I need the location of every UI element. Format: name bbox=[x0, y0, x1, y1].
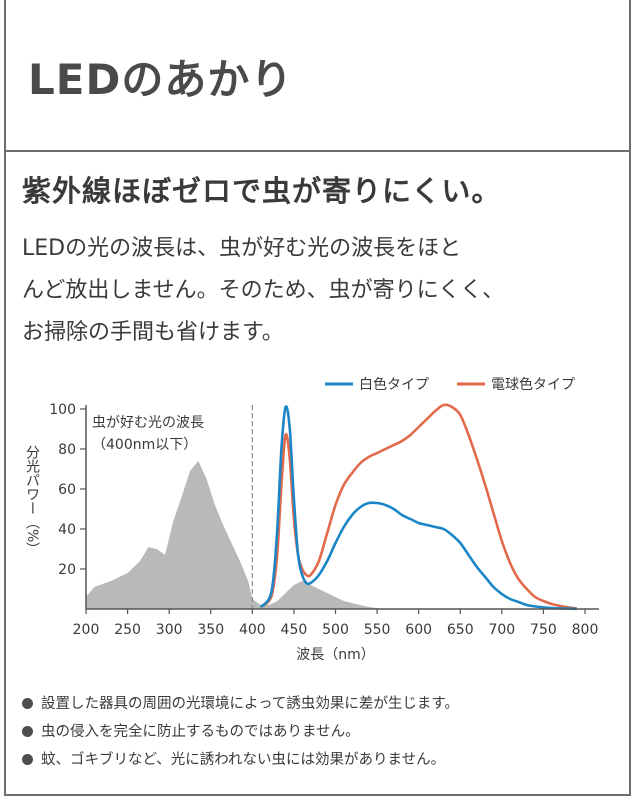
x-tick-label: 250 bbox=[114, 622, 141, 638]
description-line: LEDの光の波長は、虫が好む光の波長をほと bbox=[22, 236, 462, 261]
description: LEDの光の波長は、虫が好む光の波長をほと んど放出しません。そのため、虫が寄り… bbox=[22, 228, 622, 354]
y-axis-label: 分光パワー（%） bbox=[24, 445, 40, 556]
legend-label: 電球色タイプ bbox=[491, 376, 575, 393]
x-tick-label: 450 bbox=[281, 622, 308, 638]
headline: 紫外線ほぼゼロで虫が寄りにくい。 bbox=[22, 174, 502, 208]
x-tick-label: 750 bbox=[530, 622, 557, 638]
y-tick-label: 60 bbox=[58, 482, 76, 498]
y-tick-label: 20 bbox=[58, 562, 76, 578]
note-text: 虫の侵入を完全に防止するものではありません。 bbox=[41, 724, 360, 740]
x-tick-label: 500 bbox=[322, 622, 349, 638]
x-tick-label: 550 bbox=[364, 622, 391, 638]
series-line-white bbox=[259, 405, 577, 611]
y-tick-label: 40 bbox=[58, 522, 76, 538]
note-text: 蚊、ゴキブリなど、光に誘われない虫には効果がありません。 bbox=[41, 752, 446, 768]
notes-list: 設置した器具の周囲の光環境によって誘虫効果に差が生じます。 虫の侵入を完全に防止… bbox=[22, 690, 622, 774]
annotation-text: （400nm以下） bbox=[92, 437, 197, 453]
bullet-icon bbox=[22, 726, 33, 737]
description-line: んど放出しません。そのため、虫が寄りにくく、 bbox=[22, 278, 505, 303]
note-text: 設置した器具の周囲の光環境によって誘虫効果に差が生じます。 bbox=[41, 696, 459, 712]
note-item: 蚊、ゴキブリなど、光に誘われない虫には効果がありません。 bbox=[22, 746, 622, 774]
x-tick-label: 350 bbox=[197, 622, 224, 638]
bullet-icon bbox=[22, 754, 33, 765]
x-tick-label: 300 bbox=[156, 622, 183, 638]
y-tick-label: 80 bbox=[58, 442, 76, 458]
title-band: LEDのあかり bbox=[6, 0, 629, 152]
x-tick-label: 400 bbox=[239, 622, 266, 638]
x-tick-label: 200 bbox=[73, 622, 100, 638]
x-tick-label: 650 bbox=[447, 622, 474, 638]
x-tick-label: 700 bbox=[488, 622, 515, 638]
annotation-text: 虫が好む光の波長 bbox=[92, 415, 204, 431]
x-tick-label: 800 bbox=[572, 622, 599, 638]
y-tick-label: 100 bbox=[49, 402, 76, 418]
x-tick-label: 600 bbox=[405, 622, 432, 638]
x-axis-label: 波長（nm） bbox=[296, 647, 375, 663]
spectral-chart: 20 40 60 80 100 200 250 300 350 400 450 500 550 600 65… bbox=[24, 376, 599, 663]
description-line: お掃除の手間も省けます。 bbox=[22, 320, 284, 345]
page-title: LEDのあかり bbox=[28, 55, 294, 104]
bullet-icon bbox=[22, 698, 33, 709]
content-frame: LEDのあかり bbox=[4, 0, 631, 796]
note-item: 虫の侵入を完全に防止するものではありません。 bbox=[22, 718, 622, 746]
series-line-warm bbox=[259, 403, 577, 610]
legend-label: 白色タイプ bbox=[359, 376, 429, 393]
insect-sensitivity-area bbox=[86, 461, 386, 609]
note-item: 設置した器具の周囲の光環境によって誘虫効果に差が生じます。 bbox=[22, 690, 622, 718]
